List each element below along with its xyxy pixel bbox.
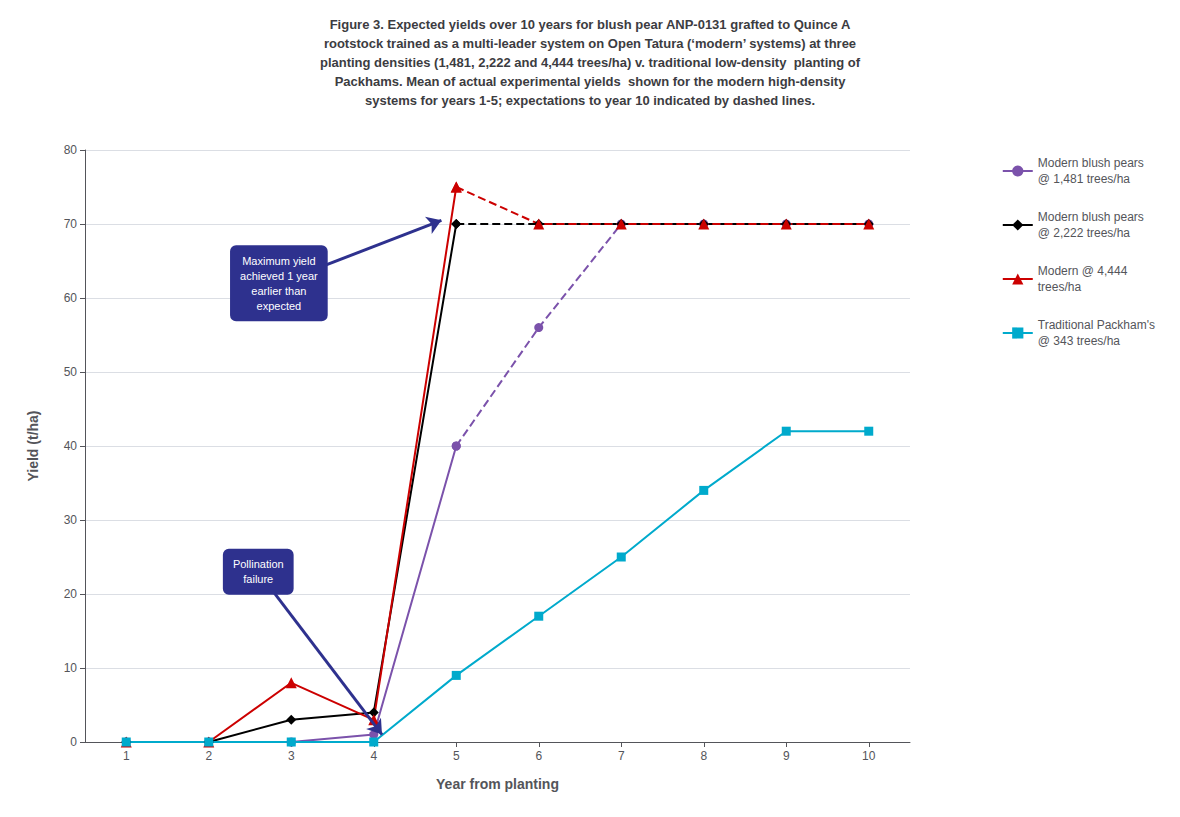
svg-text:6: 6 — [535, 749, 542, 763]
svg-text:trees/ha: trees/ha — [1038, 280, 1082, 294]
svg-text:8: 8 — [700, 749, 707, 763]
svg-text:expected: expected — [257, 300, 302, 312]
svg-text:Traditional Packham's: Traditional Packham's — [1038, 318, 1155, 332]
svg-text:10: 10 — [862, 749, 876, 763]
svg-text:60: 60 — [64, 291, 78, 305]
svg-text:Modern @ 4,444: Modern @ 4,444 — [1038, 264, 1128, 278]
svg-text:@ 343 trees/ha: @ 343 trees/ha — [1038, 334, 1121, 348]
svg-text:achieved 1 year: achieved 1 year — [240, 270, 318, 282]
svg-text:50: 50 — [64, 365, 78, 379]
svg-text:Modern blush pears: Modern blush pears — [1038, 156, 1144, 170]
svg-text:Maximum yield: Maximum yield — [242, 255, 315, 267]
svg-text:earlier than: earlier than — [251, 285, 306, 297]
svg-text:rootstock trained as a multi-l: rootstock trained as a multi-leader syst… — [324, 36, 856, 51]
svg-text:Yield (t/ha): Yield (t/ha) — [25, 410, 41, 481]
svg-text:0: 0 — [70, 735, 77, 749]
svg-text:40: 40 — [64, 439, 78, 453]
svg-text:@ 2,222 trees/ha: @ 2,222 trees/ha — [1038, 226, 1131, 240]
svg-text:80: 80 — [64, 143, 78, 157]
svg-text:3: 3 — [288, 749, 295, 763]
svg-text:Year from planting: Year from planting — [436, 776, 559, 792]
svg-text:7: 7 — [618, 749, 625, 763]
svg-text:30: 30 — [64, 513, 78, 527]
svg-text:70: 70 — [64, 217, 78, 231]
svg-text:@ 1,481 trees/ha: @ 1,481 trees/ha — [1038, 172, 1131, 186]
svg-text:9: 9 — [783, 749, 790, 763]
svg-text:Figure 3. Expected yields over: Figure 3. Expected yields over 10 years … — [330, 17, 851, 32]
svg-text:10: 10 — [64, 661, 78, 675]
svg-text:Packhams. Mean of actual exper: Packhams. Mean of actual experimental yi… — [335, 74, 847, 89]
svg-text:planting densities (1,481, 2,2: planting densities (1,481, 2,222 and 4,4… — [320, 55, 861, 70]
svg-text:1: 1 — [123, 749, 130, 763]
svg-text:4: 4 — [370, 749, 377, 763]
svg-text:20: 20 — [64, 587, 78, 601]
svg-text:systems for years 1-5; expecta: systems for years 1-5; expectations to y… — [365, 93, 815, 108]
svg-text:failure: failure — [243, 573, 273, 585]
svg-text:2: 2 — [205, 749, 212, 763]
svg-text:Pollination: Pollination — [233, 558, 284, 570]
svg-text:Modern blush pears: Modern blush pears — [1038, 210, 1144, 224]
svg-text:5: 5 — [453, 749, 460, 763]
